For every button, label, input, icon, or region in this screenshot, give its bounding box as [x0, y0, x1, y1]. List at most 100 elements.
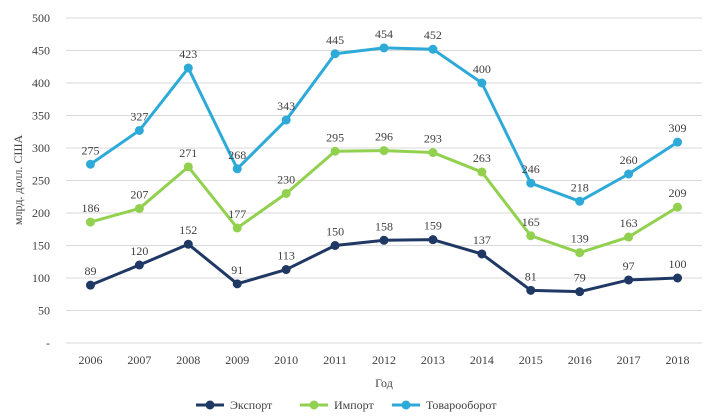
data-label: 343: [277, 99, 295, 113]
data-label: 275: [81, 143, 99, 157]
legend-label: Импорт: [334, 398, 375, 412]
data-point: [673, 202, 683, 212]
legend-marker: [309, 400, 319, 410]
data-point: [575, 287, 585, 297]
data-label: 159: [424, 219, 442, 233]
data-point: [575, 248, 585, 258]
data-point: [575, 196, 585, 206]
data-label: 452: [424, 28, 442, 42]
data-label: 91: [231, 263, 243, 277]
data-point: [330, 241, 340, 250]
data-label: 445: [326, 33, 344, 47]
data-point: [232, 223, 242, 233]
legend-label: Экспорт: [230, 398, 273, 412]
data-label: 218: [571, 180, 589, 194]
data-label: 230: [277, 173, 295, 187]
x-tick-label: 2015: [519, 353, 543, 367]
data-label: 423: [179, 47, 197, 61]
data-point: [85, 217, 95, 227]
y-tick-label: 300: [32, 141, 50, 155]
legend-label: Товарооборот: [426, 398, 497, 412]
data-label: 327: [130, 109, 148, 123]
x-tick-label: 2007: [127, 353, 151, 367]
data-point: [183, 239, 193, 249]
series-lines: [85, 43, 683, 297]
y-tick-label: 350: [32, 109, 50, 123]
data-point: [428, 148, 438, 158]
data-point: [526, 231, 536, 241]
data-label: 271: [179, 146, 197, 160]
data-point: [134, 125, 144, 135]
x-tick-label: 2017: [617, 353, 641, 367]
y-tick-label: 100: [32, 271, 50, 285]
legend-marker: [401, 400, 411, 410]
data-label: 263: [473, 151, 491, 165]
data-label: 177: [228, 207, 246, 221]
legend-marker: [205, 400, 215, 410]
data-label: 454: [375, 27, 393, 41]
y-tick-label: 50: [38, 304, 50, 318]
x-tick-label: 2011: [323, 353, 347, 367]
data-point: [281, 265, 291, 275]
data-label: 137: [473, 233, 491, 247]
y-tick-label: 250: [32, 174, 50, 188]
y-axis-ticks: - 50 100 150 200 250 300 350 400 450 500: [32, 11, 50, 350]
x-tick-label: 2010: [274, 353, 298, 367]
data-point: [379, 43, 389, 53]
data-label: 165: [522, 215, 540, 229]
x-tick-label: 2016: [568, 353, 592, 367]
data-label: 158: [375, 219, 393, 233]
data-label: 400: [473, 62, 491, 76]
data-point: [281, 189, 291, 198]
x-tick-label: 2008: [176, 353, 200, 367]
series-line: [89, 238, 678, 294]
data-point: [477, 249, 487, 259]
x-tick-label: 2018: [666, 353, 690, 367]
series-line: [89, 46, 679, 203]
x-tick-label: 2006: [78, 353, 102, 367]
y-tick-label: 400: [32, 76, 50, 90]
data-label: 113: [277, 249, 295, 263]
data-point: [428, 235, 438, 245]
data-label: 152: [179, 223, 197, 237]
y-tick-label: -: [46, 336, 50, 350]
y-tick-label: 200: [32, 206, 50, 220]
x-tick-label: 2013: [421, 353, 445, 367]
data-label: 293: [424, 132, 442, 146]
gridlines: [66, 17, 702, 344]
data-point: [232, 279, 242, 289]
data-label: 260: [620, 153, 638, 167]
data-label: 79: [574, 271, 586, 285]
data-point: [281, 115, 291, 125]
data-point: [134, 203, 144, 213]
x-tick-label: 2012: [372, 353, 396, 367]
data-point: [134, 260, 144, 270]
data-label: 120: [130, 244, 148, 258]
x-axis-ticks: 2006 2007 2008 2009 2010 2011 2012 2013 2014 2015…: [78, 353, 689, 367]
data-point: [624, 232, 634, 242]
data-point: [183, 63, 193, 73]
y-axis-title: млрд. долл. США: [11, 135, 25, 226]
data-label: 246: [522, 162, 540, 176]
data-label: 89: [84, 264, 96, 278]
y-tick-label: 500: [32, 11, 50, 25]
x-tick-label: 2014: [470, 353, 494, 367]
data-point: [379, 235, 389, 245]
data-point: [330, 49, 340, 59]
data-point: [526, 178, 536, 188]
x-axis-title: Год: [375, 376, 393, 390]
legend: Экспорт Импорт Товарооборот: [196, 398, 497, 412]
data-point: [526, 285, 536, 295]
data-label: 207: [130, 187, 148, 201]
data-point: [477, 167, 487, 177]
data-point: [477, 78, 487, 88]
data-label: 97: [623, 259, 635, 273]
data-label: 295: [326, 130, 344, 144]
data-point: [85, 280, 95, 290]
x-tick-label: 2009: [225, 353, 249, 367]
data-label: 268: [228, 148, 246, 162]
data-point: [673, 273, 683, 283]
data-point: [330, 146, 340, 156]
data-label: 163: [620, 216, 638, 230]
data-label: 139: [571, 232, 589, 246]
